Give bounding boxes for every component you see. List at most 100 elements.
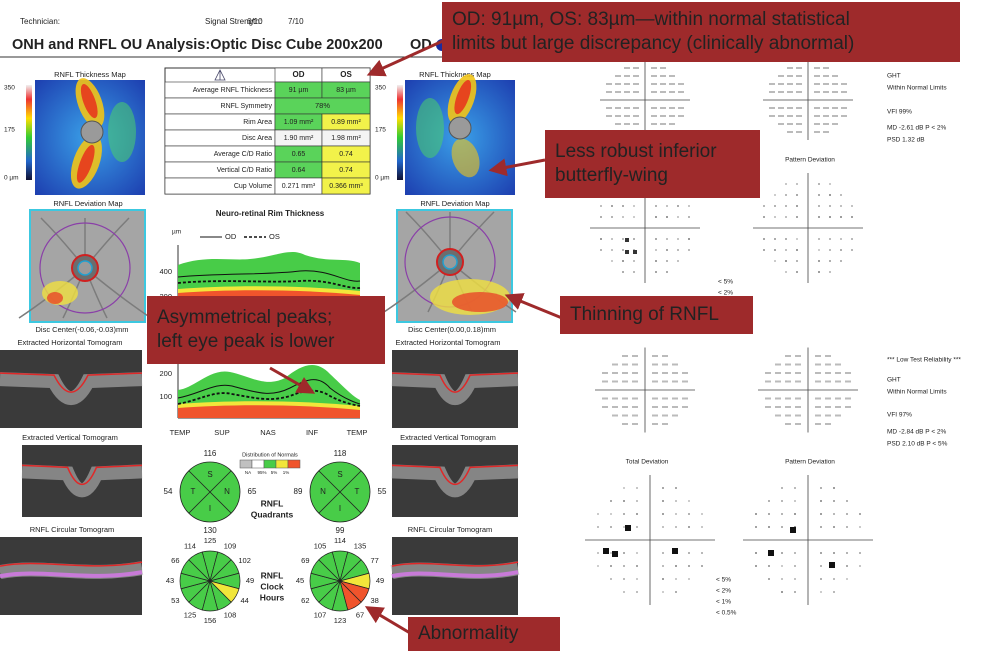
annotation-box: [408, 617, 560, 651]
field-point: [774, 260, 776, 262]
field-point: [622, 414, 628, 417]
field-point: [624, 83, 630, 85]
field-point: [622, 260, 624, 262]
field-point: [624, 67, 630, 69]
field-point: [763, 238, 765, 240]
field-point: [787, 123, 793, 125]
field-point: [610, 565, 612, 567]
field-point: [795, 380, 801, 383]
normals-swatch: [287, 459, 301, 469]
field-point: [615, 75, 621, 77]
field-point: [606, 107, 612, 109]
vf-legend: < 5%: [716, 577, 731, 584]
field-point: [832, 107, 838, 109]
cell-value: 1.98 mm²: [331, 135, 361, 142]
field-point: [669, 115, 675, 117]
field-point: [662, 397, 668, 400]
vf-ght: Within Normal Limits: [887, 85, 947, 92]
field-point: [622, 397, 628, 400]
field-point: [785, 414, 791, 417]
field-point: [768, 565, 770, 567]
field-point: [611, 205, 613, 207]
field-point: [633, 238, 635, 240]
field-point: [851, 216, 853, 218]
vf-title: Pattern Deviation: [785, 157, 835, 164]
field-point: [787, 91, 793, 93]
defect-square: [625, 250, 629, 254]
cell-value: 78%: [315, 101, 330, 110]
field-point: [624, 91, 630, 93]
field-point: [832, 83, 838, 85]
retina-band: [21, 464, 143, 498]
field-point: [688, 565, 690, 567]
field-point: [666, 205, 668, 207]
row-label: Disc Area: [242, 135, 272, 142]
field-point: [795, 414, 801, 417]
field-point: [775, 414, 781, 417]
field-point: [652, 372, 658, 374]
field-point: [633, 83, 639, 85]
field-point: [688, 216, 690, 218]
field-point: [652, 406, 658, 408]
vf-psd: PSD 1.32 dB: [887, 137, 925, 144]
field-point: [632, 380, 638, 383]
field-point: [615, 107, 621, 109]
field-point: [778, 91, 784, 93]
clock-value: 125: [204, 536, 217, 545]
cell-value: 0.271 mm³: [282, 183, 316, 190]
field-point: [785, 249, 787, 251]
field-point: [818, 205, 820, 207]
field-point: [840, 260, 842, 262]
field-point: [622, 363, 628, 366]
field-point: [851, 249, 853, 251]
field-point: [622, 249, 624, 251]
field-point: [825, 372, 831, 374]
field-point: [815, 380, 821, 383]
field-point: [815, 423, 821, 425]
field-point: [823, 131, 829, 133]
clock-value: 43: [166, 576, 174, 585]
normals-swatch: [239, 459, 253, 469]
field-point: [814, 107, 820, 109]
field-point: [623, 578, 625, 580]
od-curve: [177, 270, 361, 282]
field-point: [651, 75, 657, 77]
field-point: [662, 578, 664, 580]
field-point: [636, 500, 638, 502]
field-point: [688, 552, 690, 554]
vf-title: Total Deviation: [626, 459, 669, 466]
field-point: [675, 487, 677, 489]
field-point: [652, 423, 658, 425]
optic-disc: [448, 116, 472, 140]
field-point: [666, 260, 668, 262]
scale-label: 0 µm: [4, 175, 19, 182]
field-point: [677, 205, 679, 207]
field-point: [778, 83, 784, 85]
field-point: [785, 380, 791, 383]
clock-value: 44: [240, 596, 248, 605]
field-point: [769, 83, 775, 85]
field-point: [632, 397, 638, 400]
field-point: [785, 260, 787, 262]
field-point: [841, 115, 847, 117]
od-curve: [177, 379, 361, 405]
field-point: [785, 406, 791, 408]
field-point: [678, 91, 684, 93]
clock-sector: [188, 551, 211, 583]
tomogram: [392, 445, 518, 517]
annotation-box: [442, 2, 960, 62]
field-point: [833, 591, 835, 593]
field-point: [825, 406, 831, 408]
field-point: [622, 271, 624, 273]
field-point: [611, 216, 613, 218]
os-curve: [177, 389, 361, 407]
field-point: [611, 249, 613, 251]
field-point: [623, 565, 625, 567]
map-red-band: [76, 144, 95, 183]
field-point: [602, 406, 608, 408]
clock-title: RNFL: [261, 570, 284, 580]
vf-md: MD -2.84 dB P < 2%: [887, 429, 947, 436]
tomogram-title: Extracted Vertical Tomogram: [400, 433, 496, 442]
annotation-arrow: [269, 366, 316, 394]
clock-title: Hours: [260, 592, 285, 602]
